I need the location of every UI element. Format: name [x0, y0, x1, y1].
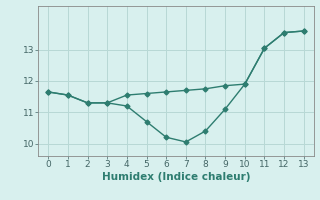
X-axis label: Humidex (Indice chaleur): Humidex (Indice chaleur): [102, 172, 250, 182]
